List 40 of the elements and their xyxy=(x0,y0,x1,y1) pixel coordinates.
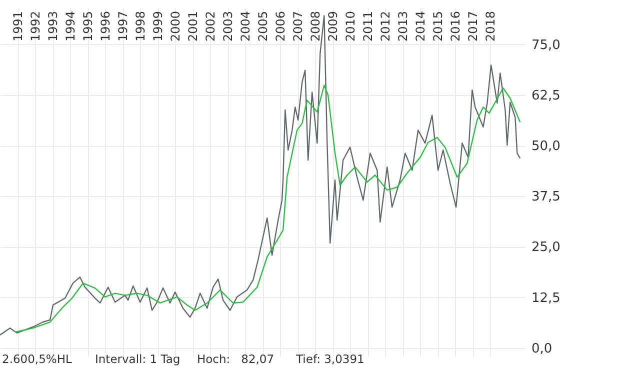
x-tick-label: 1997 xyxy=(116,10,130,42)
x-tick-label: 2007 xyxy=(291,10,306,42)
line-series xyxy=(14,84,521,333)
x-tick-label: 1992 xyxy=(28,10,43,42)
x-tick-label: 2017 xyxy=(466,10,480,42)
y-tick-label: 75,0 xyxy=(532,38,560,53)
y-tick-label: 37,5 xyxy=(532,190,560,205)
annotation: 2.600,5%HL xyxy=(2,352,72,366)
x-tick-label: 2006 xyxy=(274,10,288,42)
x-tick-label: 2008 xyxy=(308,10,323,42)
x-tick-label: 1996 xyxy=(98,10,113,42)
x-tick-label: 2013 xyxy=(396,10,410,42)
x-tick-label: 1995 xyxy=(81,10,96,42)
x-tick-label: 2010 xyxy=(344,10,358,42)
annotation: Intervall: 1 Tag xyxy=(95,352,180,366)
x-tick-label: 2005 xyxy=(256,10,270,42)
x-tick-label: 2014 xyxy=(414,10,428,42)
y-tick-label: 62,5 xyxy=(532,88,560,104)
x-tick-label: 1993 xyxy=(46,10,60,42)
x-tick-label: 2001 xyxy=(186,10,200,42)
x-tick-label: 1991 xyxy=(11,10,26,42)
x-tick-label: 2004 xyxy=(238,10,253,42)
y-tick-label: 50,0 xyxy=(532,139,560,154)
annotation: Tief: 3,0391 xyxy=(296,352,364,366)
x-tick-label: 2012 xyxy=(378,10,393,42)
x-tick-label: 2003 xyxy=(221,10,236,42)
y-tick-label: 12,5 xyxy=(532,290,560,306)
x-tick-label: 2000 xyxy=(168,10,183,42)
y-tick-label: 25,0 xyxy=(532,240,560,256)
x-tick-label: 1999 xyxy=(151,10,166,42)
x-tick-label: 2015 xyxy=(431,10,446,42)
x-tick-label: 2011 xyxy=(361,10,376,42)
x-tick-label: 1998 xyxy=(134,10,148,42)
y-tick-label: 0,0 xyxy=(532,341,552,356)
x-tick-label: 1994 xyxy=(64,10,78,42)
x-tick-label: 2018 xyxy=(484,10,498,42)
x-tick-label: 2009 xyxy=(326,10,340,42)
annotation: Hoch: 82,07 xyxy=(197,352,274,366)
x-tick-label: 2016 xyxy=(448,10,463,42)
x-tick-label: 2002 xyxy=(204,10,218,42)
